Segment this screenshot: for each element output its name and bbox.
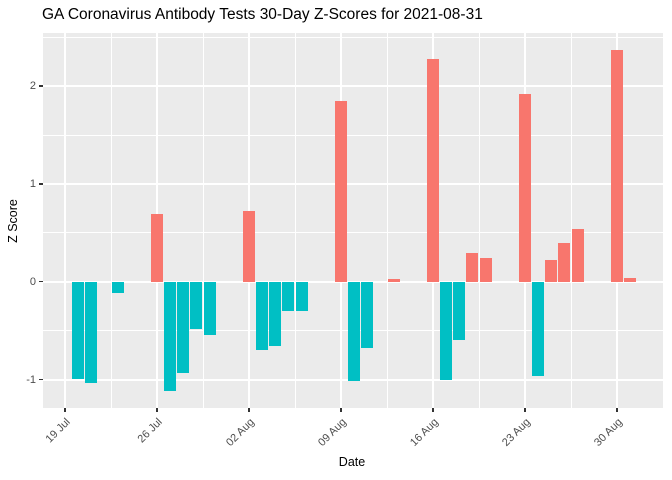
y-tick-mark (38, 378, 43, 381)
bar-19-aug (466, 253, 479, 282)
bar-31-aug (624, 277, 637, 282)
gridline-minor-vertical (110, 33, 112, 408)
bar-20-aug (479, 258, 492, 282)
plot-panel (42, 33, 663, 408)
gridline-minor-vertical (202, 33, 204, 408)
gridline-major-horizontal (42, 85, 663, 88)
bar-30-aug (611, 49, 623, 282)
gridline-minor-vertical (294, 33, 296, 408)
y-tick-label: 2 (29, 80, 36, 93)
bar-23-aug (519, 93, 531, 282)
y-tick-mark (38, 183, 43, 185)
bar-23-jul (111, 281, 124, 294)
bar-04-aug (269, 281, 282, 347)
x-tick-mark (616, 408, 618, 412)
bar-05-aug (282, 281, 295, 312)
x-tick-label: 02 Aug (224, 416, 257, 449)
bar-06-aug (295, 281, 308, 312)
y-tick-label: -1 (26, 373, 36, 386)
bar-18-aug (453, 281, 466, 341)
x-tick-label: 26 Jul (135, 416, 165, 446)
y-axis-title: Z Score (6, 199, 20, 243)
x-tick-mark (432, 408, 434, 412)
x-tick-label: 19 Jul (43, 416, 73, 446)
gridline-major-horizontal (42, 182, 663, 185)
bar-27-aug (571, 228, 584, 282)
bar-26-jul (151, 214, 163, 282)
x-tick-mark (64, 408, 66, 412)
bar-21-jul (85, 281, 98, 384)
bar-10-aug (348, 281, 361, 382)
x-tick-mark (248, 408, 250, 412)
x-tick-mark (524, 408, 526, 412)
gridline-minor-vertical (662, 33, 663, 408)
bar-30-jul (203, 281, 216, 336)
gridline-minor-vertical (386, 33, 388, 408)
bar-27-jul (164, 281, 177, 392)
bar-24-aug (532, 281, 545, 376)
x-tick-mark (340, 408, 342, 412)
x-axis-title: Date (338, 455, 366, 469)
y-tick-mark (38, 280, 43, 283)
y-tick-mark (38, 85, 43, 87)
gridline-minor-horizontal (42, 134, 663, 136)
bar-03-aug (256, 281, 269, 351)
gridline-minor-vertical (570, 33, 572, 408)
bar-11-aug (361, 281, 374, 349)
bar-02-aug (243, 211, 255, 282)
bar-13-aug (387, 278, 400, 282)
gridline-minor-horizontal (42, 232, 663, 234)
x-tick-label: 30 Aug (592, 416, 625, 449)
bar-09-aug (335, 100, 347, 282)
bar-16-aug (427, 58, 439, 282)
bar-20-jul (72, 281, 85, 380)
y-tick-label: 0 (29, 275, 36, 288)
gridline-minor-horizontal (42, 36, 663, 38)
gridline-minor-vertical (478, 33, 480, 408)
chart-title: GA Coronavirus Antibody Tests 30-Day Z-S… (42, 6, 483, 23)
bar-25-aug (545, 260, 558, 282)
x-tick-mark (156, 408, 158, 412)
x-tick-label: 16 Aug (408, 416, 441, 449)
bar-28-jul (177, 281, 190, 373)
bar-26-aug (558, 242, 571, 282)
gridline-major-vertical (64, 33, 66, 408)
x-tick-label: 23 Aug (500, 416, 533, 449)
bar-29-jul (190, 281, 203, 329)
y-tick-label: 1 (29, 177, 36, 190)
x-tick-label: 09 Aug (316, 416, 349, 449)
bar-17-aug (440, 281, 453, 381)
